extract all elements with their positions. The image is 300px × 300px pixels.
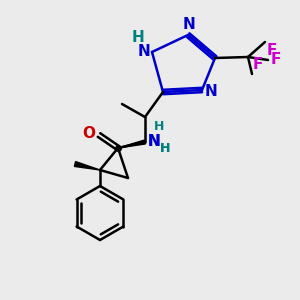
Text: H: H	[154, 120, 164, 133]
Text: N: N	[148, 134, 161, 148]
Text: N: N	[205, 83, 218, 98]
Text: N: N	[137, 44, 150, 59]
Polygon shape	[118, 140, 146, 148]
Text: N: N	[183, 17, 195, 32]
Text: H: H	[160, 142, 170, 155]
Text: F: F	[271, 52, 281, 67]
Text: F: F	[253, 57, 263, 72]
Text: H: H	[160, 142, 170, 155]
Text: O: O	[82, 125, 95, 140]
Text: H: H	[132, 31, 144, 46]
Polygon shape	[74, 162, 100, 170]
Text: F: F	[267, 43, 278, 58]
Text: N: N	[148, 134, 161, 148]
